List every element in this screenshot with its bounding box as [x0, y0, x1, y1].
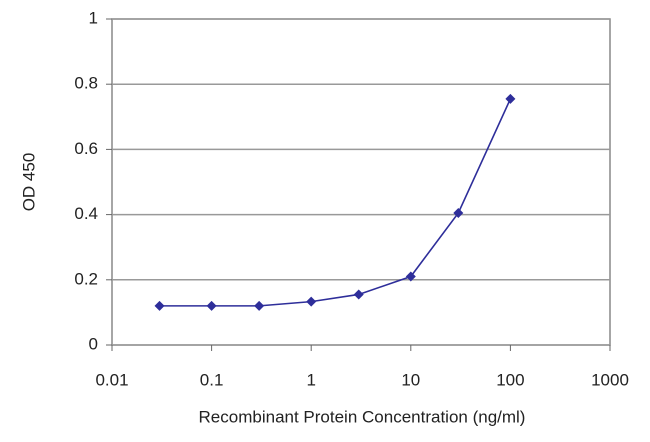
y-tick-label: 0 [89, 334, 98, 353]
x-tick-label: 100 [496, 370, 524, 389]
x-tick-label: 0.1 [200, 370, 224, 389]
plot-area [111, 18, 611, 346]
data-point [254, 300, 265, 311]
x-axis-label: Recombinant Protein Concentration (ng/ml… [199, 407, 526, 426]
y-tick-label: 1 [89, 8, 98, 27]
data-point [306, 296, 317, 307]
data-point [206, 300, 217, 311]
y-tick-label: 0.8 [74, 74, 98, 93]
data-point [405, 271, 416, 282]
y-tick-label: 0.4 [74, 204, 98, 223]
data-line [159, 98, 512, 307]
y-tick-label: 0.2 [74, 269, 98, 288]
y-axis-label: OD 450 [19, 153, 38, 212]
x-tick-label: 10 [401, 370, 420, 389]
x-tick-label: 1000 [591, 370, 629, 389]
data-point [453, 207, 464, 218]
x-tick-label: 0.01 [95, 370, 128, 389]
data-point [353, 289, 364, 300]
data-point [154, 300, 165, 311]
y-tick-label: 0.6 [74, 139, 98, 158]
x-tick-label: 1 [306, 370, 315, 389]
data-point [505, 93, 516, 104]
